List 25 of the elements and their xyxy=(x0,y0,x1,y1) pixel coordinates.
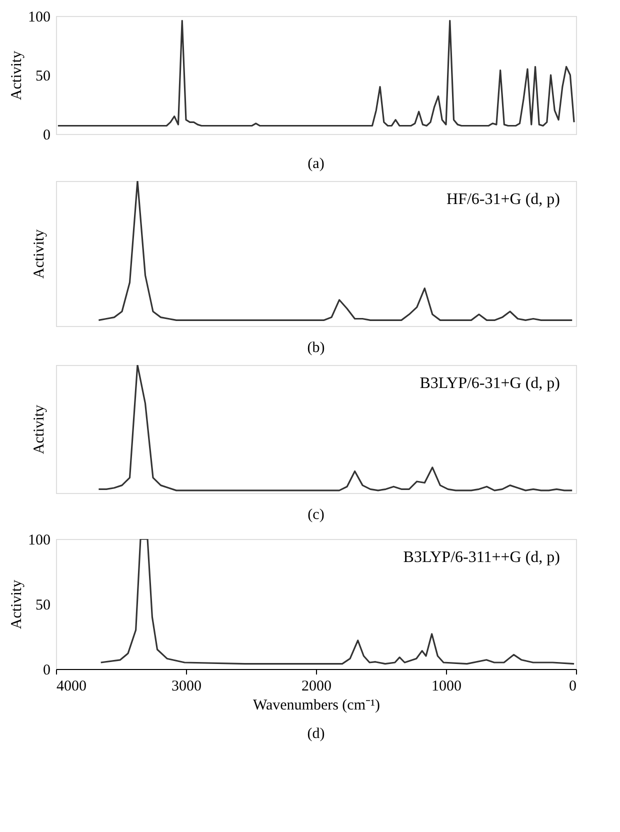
text: (c) xyxy=(308,507,324,523)
y-tick-label: 0 xyxy=(43,662,50,678)
x-tick-label: 2000 xyxy=(302,678,332,694)
x-axis-title: Wavenumbers (cm⁻¹) xyxy=(253,698,380,714)
line-series xyxy=(100,539,575,665)
x-tick-label: 0 xyxy=(569,678,576,694)
x-tick-label: 3000 xyxy=(172,678,202,694)
y-tick-label: 100 xyxy=(28,532,50,548)
text: (b) xyxy=(307,340,325,356)
y-tick-label: 100 xyxy=(28,10,50,26)
x-tick-label: 4000 xyxy=(56,678,86,694)
y-axis-title: Activity xyxy=(9,579,25,630)
x-tick-label: 1000 xyxy=(432,678,462,694)
text: (a) xyxy=(308,156,324,172)
y-axis-title: Activity xyxy=(9,50,25,100)
y-tick-label: 0 xyxy=(43,128,50,144)
line-series xyxy=(57,20,575,127)
text: (d) xyxy=(307,726,325,742)
y-tick-label: 50 xyxy=(36,68,50,84)
y-tick-label: 50 xyxy=(36,598,50,614)
annotation: B3LYP/6-31+G (d, p) xyxy=(420,375,560,392)
y-axis-title: Activity xyxy=(32,404,48,454)
y-axis-title: Activity xyxy=(32,228,48,279)
annotation: HF/6-31+G (d, p) xyxy=(446,191,560,208)
annotation: B3LYP/6-311++G (d, p) xyxy=(403,549,560,566)
